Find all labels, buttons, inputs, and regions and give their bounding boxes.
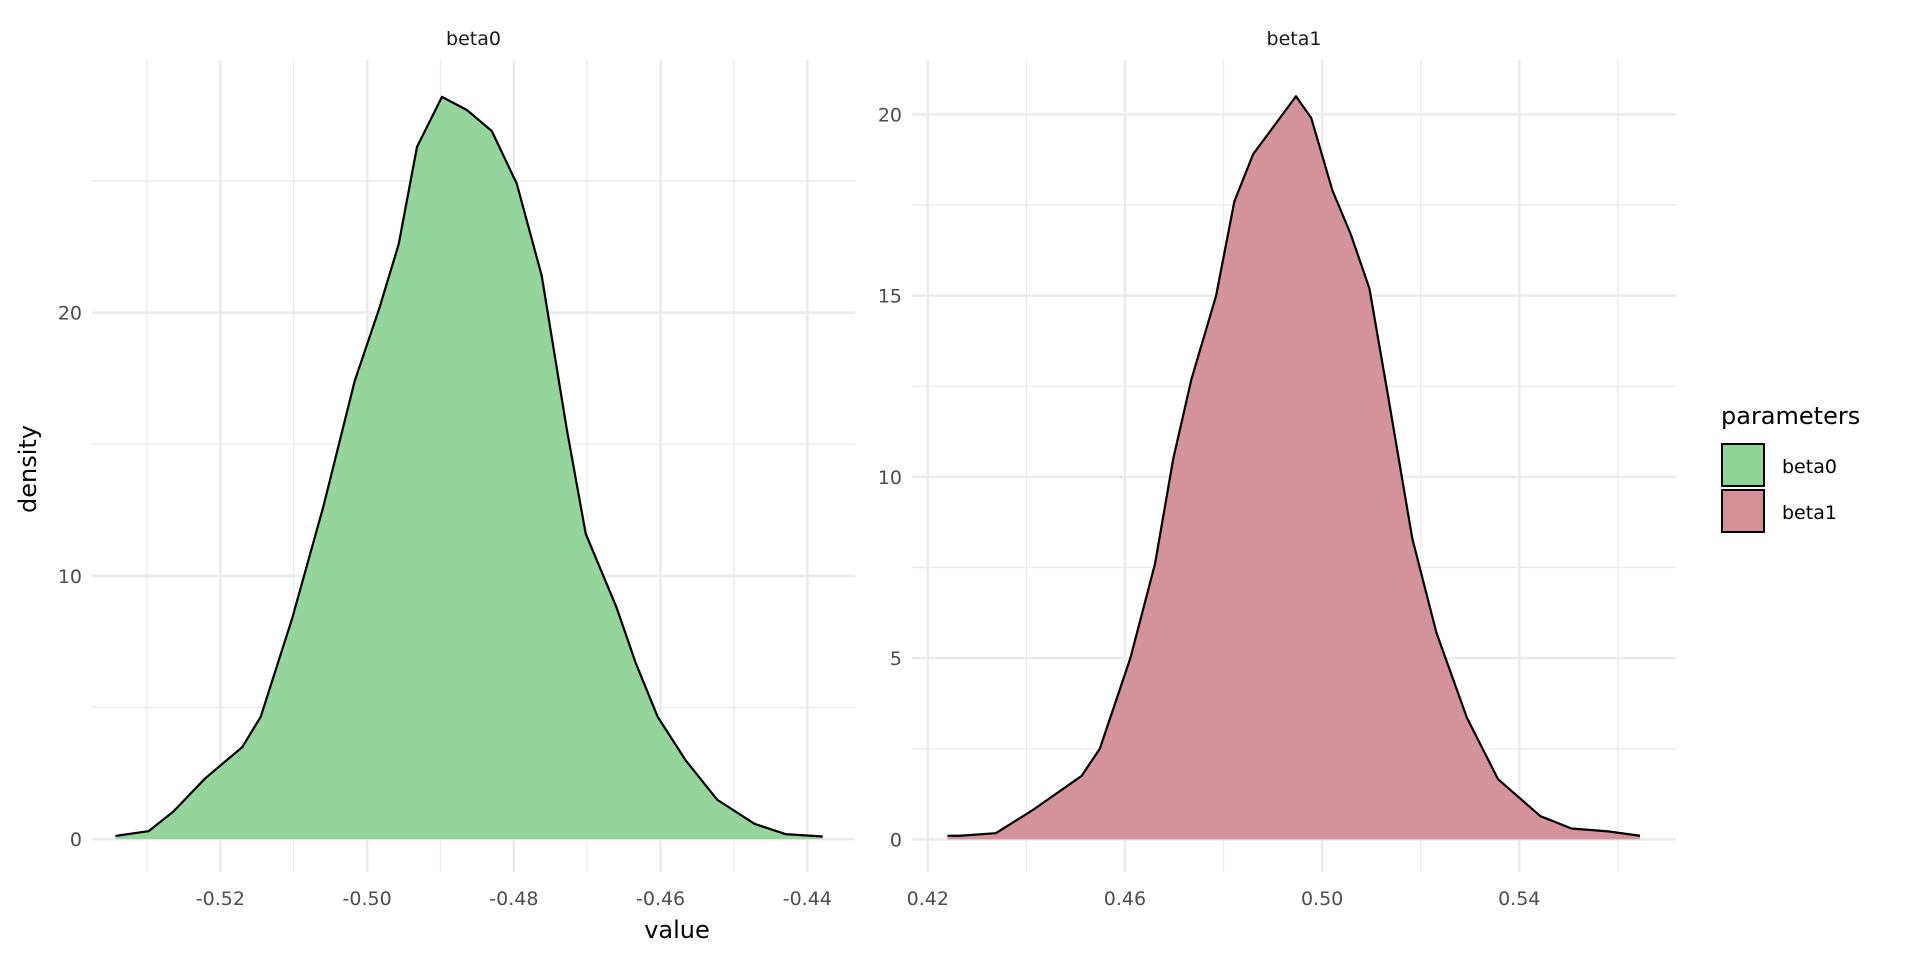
density-line-beta0 <box>115 95 823 838</box>
legend-title: parameters <box>1721 402 1860 430</box>
x-axis-title: value <box>644 916 710 944</box>
facet-strip-title: beta1 <box>1267 28 1322 50</box>
x-tick-label: 0.42 <box>907 888 949 910</box>
x-tick-label: -0.44 <box>783 888 832 910</box>
legend-label-beta0: beta0 <box>1782 456 1837 478</box>
y-tick-label: 10 <box>878 467 902 489</box>
density-area-beta0 <box>115 96 823 840</box>
y-tick-label: 15 <box>878 286 902 308</box>
y-tick-label: 5 <box>890 648 902 670</box>
panel-beta1: 0.42 0.46 0.50 0.54 0 5 10 15 20 beta1 <box>878 28 1676 910</box>
y-tick-label: 20 <box>58 303 82 325</box>
x-tick-label: 0.54 <box>1498 888 1540 910</box>
x-tick-label: -0.52 <box>196 888 245 910</box>
legend-key-beta0 <box>1721 443 1765 487</box>
x-tick-label: -0.50 <box>343 888 392 910</box>
x-tick-label: -0.46 <box>636 888 685 910</box>
x-tick-label: 0.46 <box>1104 888 1146 910</box>
y-tick-label: 0 <box>70 829 82 851</box>
y-tick-label: 10 <box>58 566 82 588</box>
panel-beta0: -0.52 -0.50 -0.48 -0.46 -0.44 0 10 20 beta0 <box>58 28 855 910</box>
x-tick-label: -0.48 <box>489 888 538 910</box>
y-tick-label: 20 <box>878 104 902 126</box>
legend-label-beta1: beta1 <box>1782 502 1837 524</box>
y-axis-title: density <box>14 425 42 513</box>
legend-key-beta1 <box>1721 489 1765 533</box>
density-area-beta1 <box>947 96 1641 840</box>
x-tick-label: 0.50 <box>1301 888 1343 910</box>
legend: parameters beta0 beta1 <box>1721 402 1860 533</box>
density-line-beta1 <box>947 95 1641 837</box>
y-tick-label: 0 <box>890 829 902 851</box>
facet-strip-title: beta0 <box>446 28 501 50</box>
